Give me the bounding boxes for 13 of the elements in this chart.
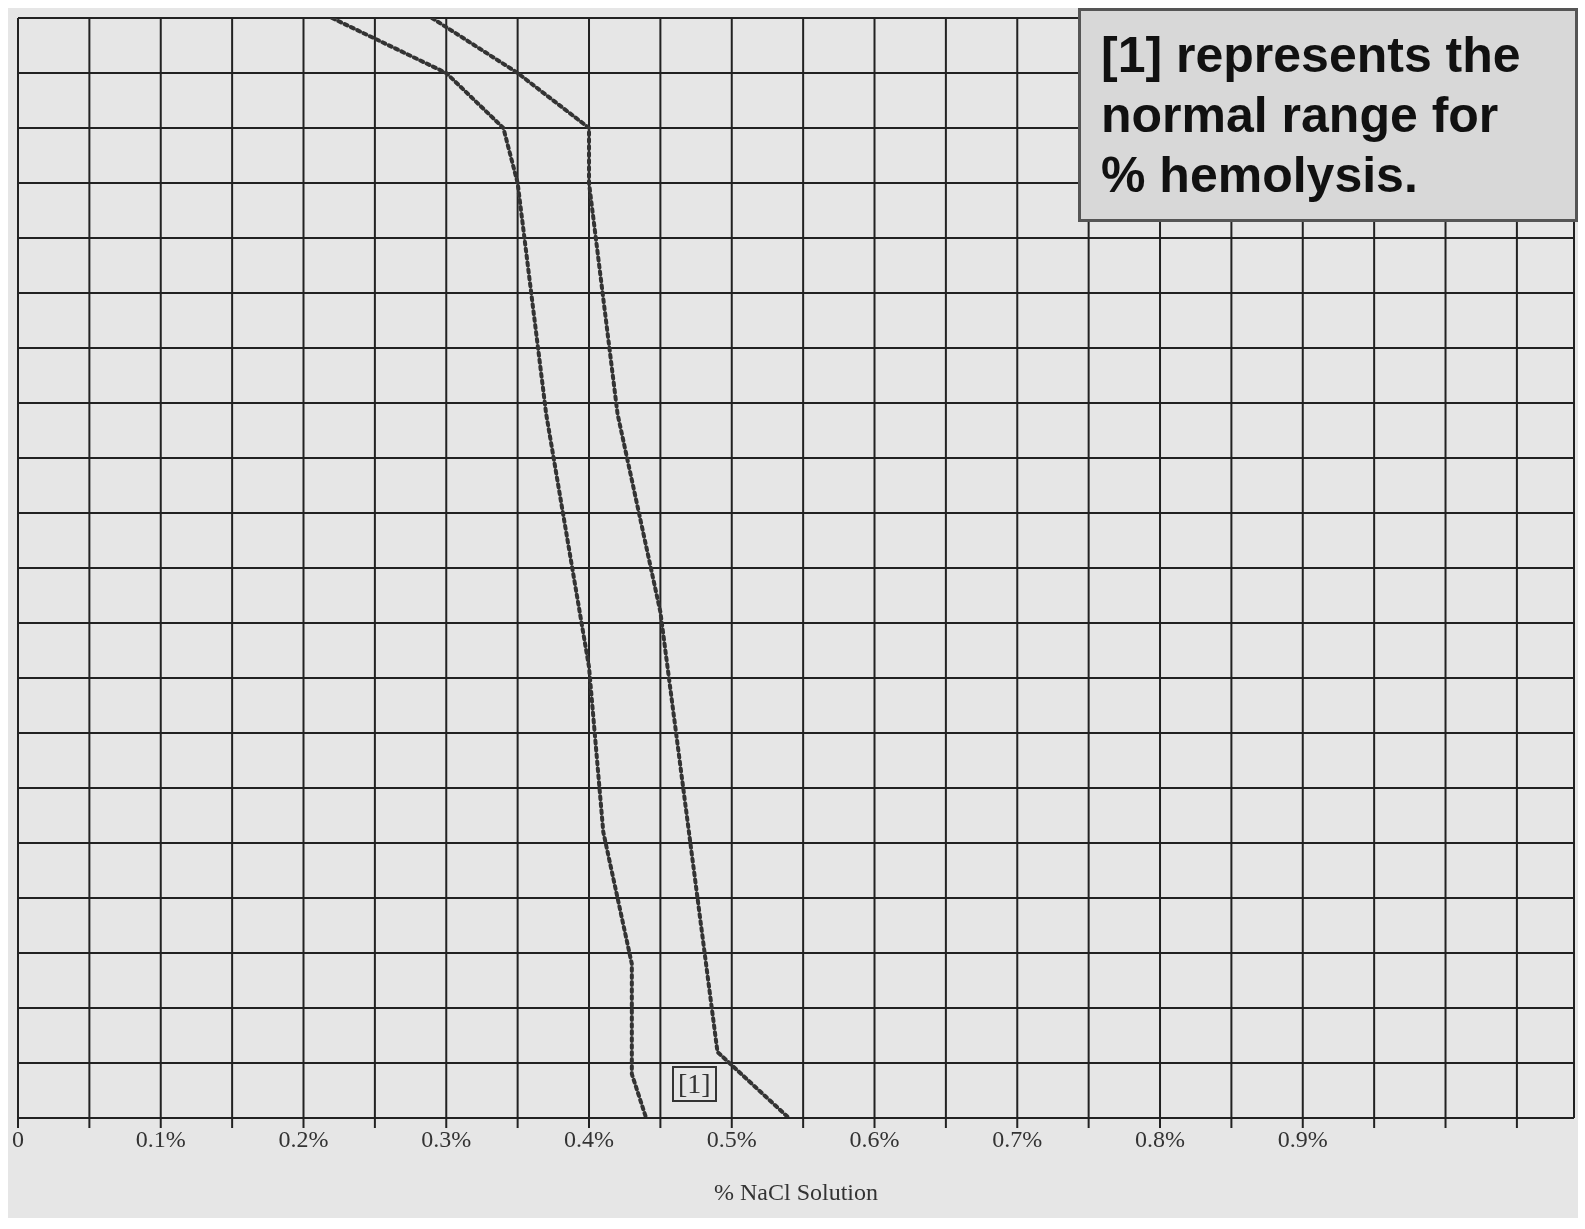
x-tick-label: 0.8% <box>1135 1126 1186 1153</box>
x-axis-title: % NaCl Solution <box>713 1179 879 1205</box>
x-tick-label: 0.2% <box>278 1126 329 1153</box>
x-tick-label: 0.4% <box>564 1126 615 1153</box>
annotation: [1] <box>672 1066 717 1102</box>
x-tick-label: 0.5% <box>706 1126 757 1153</box>
x-tick-label: 0.3% <box>421 1126 472 1153</box>
x-tick-label: 0.7% <box>992 1126 1043 1153</box>
annotation: [1] represents the normal range for % hemolysis. <box>1078 8 1578 222</box>
x-tick-label: 0 <box>12 1126 24 1153</box>
x-tick-label: 0.1% <box>135 1126 186 1153</box>
x-tick-label: 0.6% <box>849 1126 900 1153</box>
x-tick-label: 0.9% <box>1277 1126 1328 1153</box>
